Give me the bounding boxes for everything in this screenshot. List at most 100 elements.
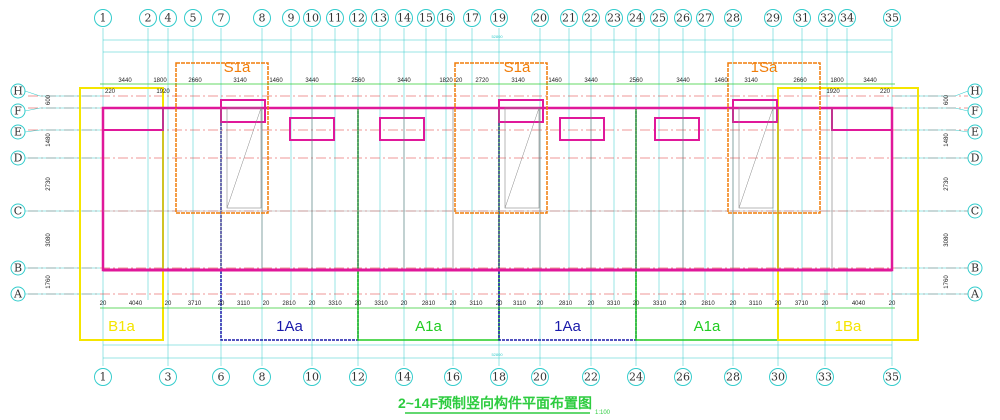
left-dimension: 600 <box>46 94 52 105</box>
axis-label: 32 <box>820 12 834 25</box>
axis-label: 11 <box>328 12 342 25</box>
bottom-dimension: 3110 <box>513 301 527 307</box>
axis-bubble <box>531 9 549 27</box>
axis-bubble <box>674 9 692 27</box>
axis-label: 14 <box>397 12 411 25</box>
stair <box>504 107 540 209</box>
row-axis-bubble <box>967 286 983 302</box>
axis-bubble <box>883 9 901 27</box>
axis-label: 10 <box>305 371 319 384</box>
bottom-dimension: 4040 <box>129 301 143 307</box>
bottom-dimension: 20 <box>588 301 595 307</box>
row-axis-bubble <box>10 103 26 119</box>
row-axis-label: A <box>970 288 980 301</box>
wall-segment <box>831 107 893 131</box>
drawing-title: 2~14F预制竖向构件平面布置图 <box>398 395 592 411</box>
axis-bubble <box>94 9 112 27</box>
bottom-dimension: 2810 <box>422 301 436 307</box>
axis-bubble <box>582 368 600 386</box>
axis-bubble <box>303 9 321 27</box>
bottom-dimension: 3310 <box>653 301 667 307</box>
axis-bubble <box>627 9 645 27</box>
axis-label: 8 <box>259 371 266 384</box>
axis-bubble <box>490 9 508 27</box>
row-axis-bubble <box>10 203 26 219</box>
axis-bubble <box>764 9 782 27</box>
top-dimension: 2660 <box>793 78 807 84</box>
unit-label: B1a <box>108 318 135 335</box>
bottom-dimension: 20 <box>450 301 457 307</box>
row-axis-bubble <box>967 124 983 140</box>
axis-label: 20 <box>533 12 547 25</box>
bottom-dimension: 20 <box>889 301 896 307</box>
unit-label: 1Aa <box>554 318 581 335</box>
axis-bubble <box>490 368 508 386</box>
axis-label: 3 <box>165 371 172 384</box>
drawing-scale: 1:100 <box>595 410 611 416</box>
bottom-dimension: 3710 <box>188 301 202 307</box>
axis-label: 4 <box>165 12 172 25</box>
axis-bubble <box>303 368 321 386</box>
axis-bubble <box>582 9 600 27</box>
top-dimension: 1800 <box>830 78 844 84</box>
top-dimension: 3140 <box>744 78 758 84</box>
right-dimension: 3080 <box>944 233 950 247</box>
bottom-dimension: 20 <box>355 301 362 307</box>
bottom-dimension: 2810 <box>701 301 715 307</box>
sub-dimension: 1920 <box>826 89 840 95</box>
axis-label: 25 <box>652 12 666 25</box>
axis-label: 28 <box>726 12 740 25</box>
stair-core-boundary <box>727 62 821 214</box>
row-axis-line <box>895 107 969 112</box>
unit-label: A1a <box>694 318 721 335</box>
stair-label: S1a <box>224 59 251 76</box>
bottom-dimension: 20 <box>496 301 503 307</box>
unit-boundary <box>79 87 164 341</box>
row-axis-line <box>895 129 969 133</box>
left-dimension: 2730 <box>46 177 52 191</box>
axis-label: 9 <box>288 12 295 25</box>
stair-diagonal <box>504 107 540 209</box>
bottom-dimension: 20 <box>218 301 225 307</box>
unit-label: 1Aa <box>276 318 303 335</box>
axis-bubble <box>444 368 462 386</box>
right-dimension: 2730 <box>944 177 950 191</box>
unit-label: 1Ba <box>835 318 862 335</box>
axis-bubble <box>650 9 668 27</box>
axis-label: 5 <box>190 12 197 25</box>
axis-label: 23 <box>607 12 621 25</box>
axis-bubble <box>282 9 300 27</box>
row-axis-label: B <box>971 262 979 275</box>
bottom-dimension: 3710 <box>795 301 809 307</box>
top-dimension: 1460 <box>548 78 562 84</box>
bottom-dimension: 2810 <box>282 301 296 307</box>
axis-label: 16 <box>446 371 460 384</box>
top-dimension: 1460 <box>714 78 728 84</box>
row-axis-label: D <box>971 152 980 165</box>
bottom-dimension: 20 <box>633 301 640 307</box>
top-dimension: 3140 <box>233 78 247 84</box>
axis-label: 22 <box>584 371 598 384</box>
axis-label: 14 <box>397 371 411 384</box>
right-dimension: 1480 <box>944 133 950 147</box>
row-axis-bubble <box>967 150 983 166</box>
axis-bubble <box>184 9 202 27</box>
axis-bubble <box>769 368 787 386</box>
row-axis-label: H <box>13 85 23 98</box>
axis-label: 2 <box>145 12 152 25</box>
axis-bubble <box>724 368 742 386</box>
bottom-dimension: 2810 <box>559 301 573 307</box>
axis-bubble <box>838 9 856 27</box>
dimensions: 52800 52800 3440 1800 2660 3140 1460 3440 2560 34… <box>46 34 950 359</box>
row-axis-label: B <box>14 262 22 275</box>
unit-labels: B1a 1Aa A1a 1Aa A1a 1Ba S1a S1a 1Sa <box>108 59 862 335</box>
top-dimension: 3440 <box>584 78 598 84</box>
axis-bubble <box>159 9 177 27</box>
axis-label: 30 <box>771 371 785 384</box>
axis-label: 26 <box>676 371 690 384</box>
axis-label: 27 <box>698 12 712 25</box>
axis-label: 33 <box>818 371 832 384</box>
top-dimension: 1820 <box>439 78 453 84</box>
stair-diagonal <box>738 107 774 209</box>
